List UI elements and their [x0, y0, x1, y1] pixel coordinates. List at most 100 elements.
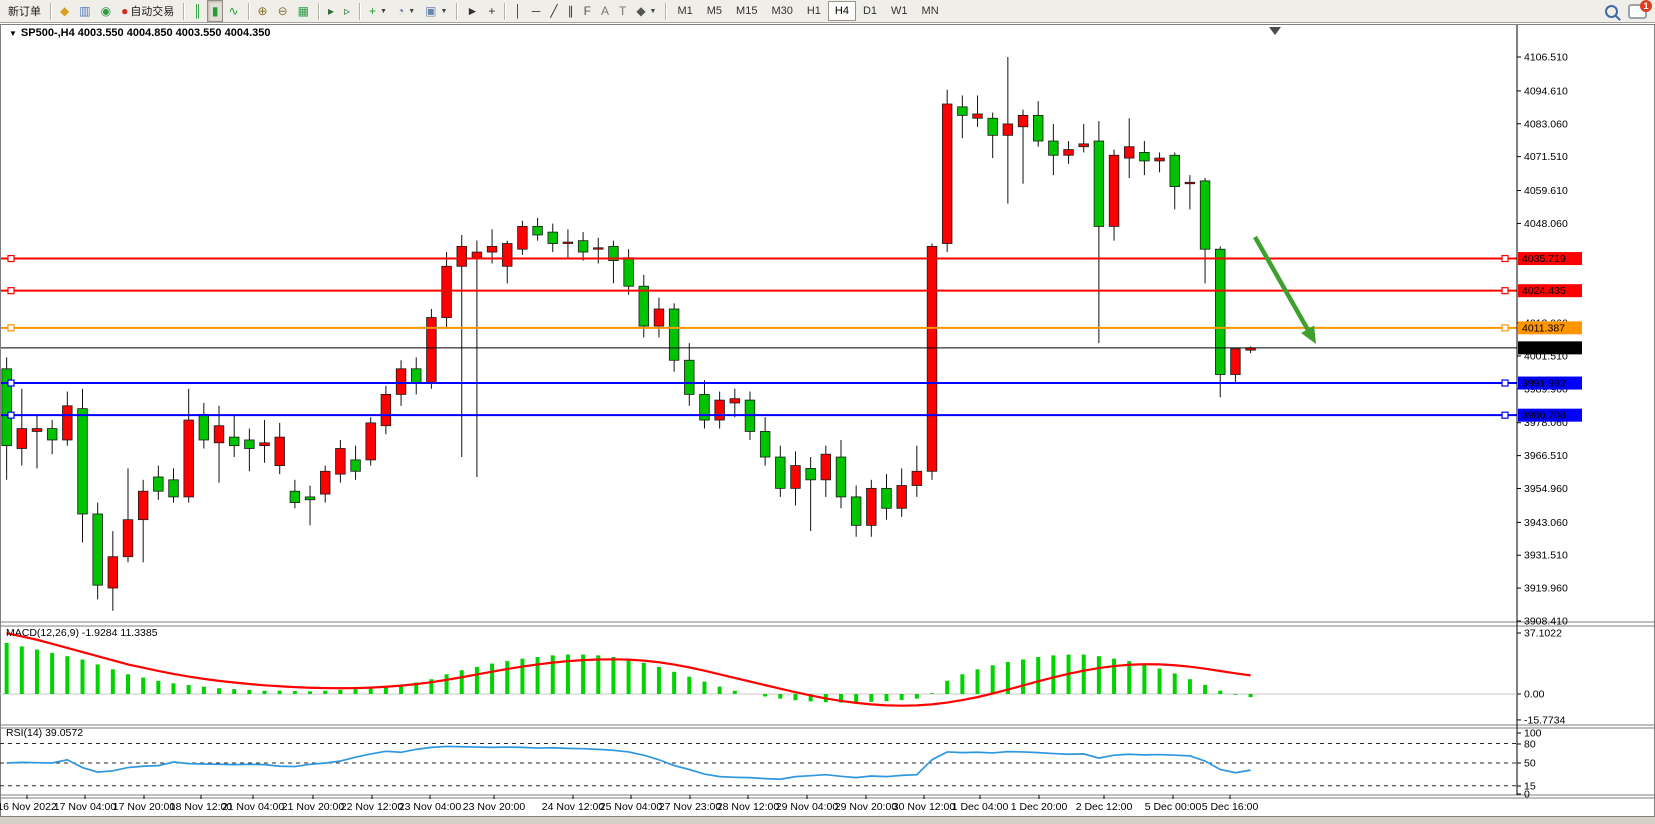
new-order-label: 新订单 — [8, 6, 41, 18]
auto-scroll-icon: ▸ — [327, 4, 334, 18]
candle-body — [866, 487, 877, 526]
candle-body — [699, 394, 710, 421]
cursor-button[interactable]: ► — [461, 0, 483, 22]
chart-window-button[interactable]: ◆ — [55, 0, 74, 22]
support-line-1-handle[interactable] — [1501, 379, 1509, 387]
candle-body — [759, 431, 771, 458]
vertical-line-button[interactable]: │ — [509, 0, 527, 22]
time-axis-label: 21 Nov 04:00 — [222, 801, 285, 813]
rsi-axis-label: 50 — [1524, 758, 1536, 770]
text-label-button[interactable]: T — [614, 0, 631, 22]
timeframe-d1-button[interactable]: D1 — [862, 5, 878, 17]
candle-body — [1063, 149, 1074, 156]
timeframe-m15-button[interactable]: M15 — [736, 5, 758, 17]
toolbar-separator — [665, 2, 667, 20]
fibonacci-button[interactable]: F — [579, 0, 596, 22]
templates-caret-icon[interactable]: ▼ — [440, 7, 448, 15]
window-bottom-strip — [0, 817, 1655, 824]
timeframe-m30-button[interactable]: M30 — [771, 5, 793, 17]
price-tick-label: 4106.510 — [1524, 52, 1568, 64]
templates-icon: ▣ — [425, 4, 437, 18]
timeframe-w1-button[interactable]: W1 — [891, 5, 908, 17]
time-axis-label: 1 Dec 04:00 — [952, 801, 1009, 813]
arrows-button[interactable]: ◆ ▼ — [631, 0, 661, 22]
trendline-icon: ╱ — [550, 4, 558, 18]
candle-body — [972, 113, 983, 119]
time-axis-label: 5 Dec 16:00 — [1202, 801, 1259, 813]
timeframe-mn-button[interactable]: MN — [921, 5, 939, 17]
candle-body — [183, 419, 194, 498]
candle-body — [957, 106, 968, 116]
crosshair-button[interactable]: + — [483, 0, 500, 22]
indicators-button[interactable]: + ▼ — [364, 0, 392, 22]
auto-scroll-button[interactable]: ▸ — [323, 0, 339, 22]
trend-arrow-head[interactable] — [1301, 325, 1316, 344]
candle-body — [714, 399, 725, 421]
chart-shift-button[interactable]: ▹ — [339, 0, 355, 22]
candle-body — [153, 476, 164, 492]
periods-menu-caret-icon[interactable]: ▼ — [408, 7, 416, 15]
trend-arrow[interactable] — [1253, 235, 1310, 331]
timeframe-h1-button[interactable]: H1 — [806, 5, 821, 17]
market-watch-button[interactable]: ▥ — [74, 0, 95, 22]
arrows-caret-icon[interactable]: ▼ — [649, 7, 657, 15]
timeframe-h4-button[interactable]: H4 — [827, 1, 856, 21]
candle-body — [31, 428, 43, 432]
navigator-icon: ◉ — [100, 4, 112, 18]
candle-body — [653, 308, 665, 327]
resistance-line-1-handle[interactable] — [7, 254, 15, 263]
resistance-line-2-handle[interactable] — [7, 287, 15, 295]
trendline-button[interactable]: ╱ — [545, 0, 562, 22]
price-tick-label: 4094.610 — [1524, 85, 1568, 97]
price-tick-label: 4071.510 — [1524, 151, 1568, 163]
navigator-button[interactable]: ◉ — [96, 0, 116, 22]
resistance-line-2-badge-label: 4024.435 — [1522, 285, 1566, 297]
line-chart-button[interactable]: ∿ — [223, 0, 243, 22]
bar-chart-icon: ║ — [193, 4, 202, 18]
price-tick-label: 3908.410 — [1524, 616, 1568, 628]
resistance-line-1-handle[interactable] — [1501, 254, 1509, 263]
notifications-icon[interactable]: 1 — [1628, 0, 1652, 19]
support-line-2-handle[interactable] — [1501, 411, 1509, 419]
pivot-line-handle[interactable] — [1501, 324, 1509, 332]
candle-body — [577, 240, 589, 253]
time-axis-label: 23 Nov 20:00 — [463, 801, 526, 813]
templates-button[interactable]: ▣ ▼ — [420, 0, 452, 22]
toolbar-separator — [247, 2, 249, 20]
zoom-in-button[interactable]: ⊕ — [253, 0, 273, 22]
time-axis-label: 5 Dec 00:00 — [1145, 801, 1202, 813]
zoom-out-button[interactable]: ⊖ — [273, 0, 293, 22]
price-tick-label: 4083.060 — [1524, 118, 1568, 130]
support-line-2-handle[interactable] — [7, 411, 15, 419]
candle-body — [684, 359, 695, 395]
timeframe-m1-button[interactable]: M1 — [677, 5, 693, 17]
candle-body — [213, 425, 225, 444]
candle-body — [881, 487, 892, 509]
candle-body — [441, 265, 452, 318]
search-icon[interactable] — [1605, 4, 1618, 18]
candle-body — [335, 448, 346, 475]
resistance-line-2-handle[interactable] — [1501, 287, 1509, 295]
equidistant-channel-button[interactable]: ∥ — [563, 0, 579, 22]
new-order-button[interactable]: 新订单 — [3, 0, 46, 22]
support-line-1-handle[interactable] — [7, 379, 15, 387]
candle-body — [623, 257, 634, 287]
chart-shift-marker[interactable] — [1269, 27, 1281, 35]
horizontal-line-button[interactable]: ─ — [527, 0, 546, 22]
pivot-line-handle[interactable] — [7, 324, 15, 332]
text-button[interactable]: A — [596, 0, 614, 22]
tile-windows-button[interactable]: ▦ — [293, 0, 314, 22]
candlestick-chart-button[interactable]: ▮ — [206, 0, 224, 22]
toolbar-separator — [504, 2, 506, 20]
timeframe-m5-button[interactable]: M5 — [706, 5, 723, 17]
periods-menu-button[interactable]: ◔ ▼ — [392, 0, 420, 22]
time-axis-label: 30 Nov 12:00 — [893, 801, 956, 813]
auto-trading-button[interactable]: ● 自动交易 — [116, 0, 179, 22]
candle-body — [122, 519, 134, 558]
time-axis-label: 29 Nov 20:00 — [835, 801, 898, 813]
indicators-caret-icon[interactable]: ▼ — [380, 7, 387, 15]
candle-body — [16, 428, 28, 449]
bar-chart-button[interactable]: ║ — [188, 0, 207, 22]
symbol-dropdown-icon[interactable]: ▼ — [9, 29, 17, 38]
